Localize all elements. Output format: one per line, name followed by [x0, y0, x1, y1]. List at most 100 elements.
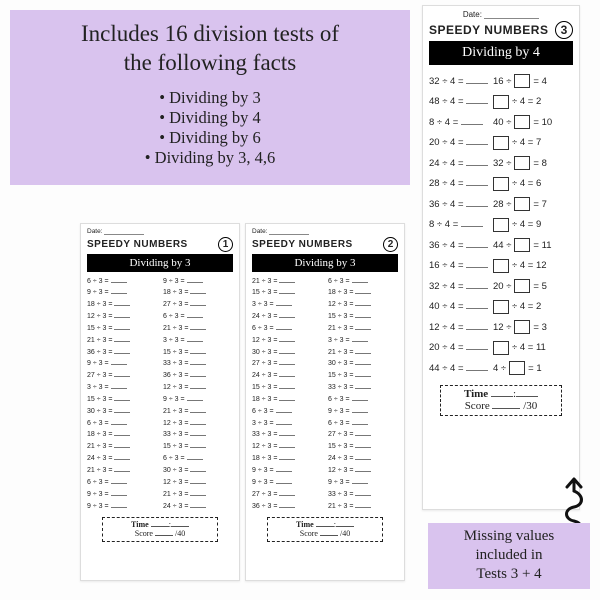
equation: 24 ÷ 3 =	[163, 501, 233, 513]
equation: 6 ÷ 3 =	[252, 323, 322, 335]
worksheet-1: Date: SPEEDY NUMBERS 1 Dividing by 3 6 ÷…	[80, 223, 240, 581]
equation: 18 ÷ 3 =	[328, 288, 398, 300]
equation: 24 ÷ 3 =	[328, 454, 398, 466]
equation: 9 ÷ 3 =	[87, 489, 157, 501]
ws3-title: SPEEDY NUMBERS	[429, 23, 548, 37]
equation: 27 ÷ 3 =	[252, 359, 322, 371]
equation: 21 ÷ 3 =	[87, 335, 157, 347]
equation: 6 ÷ 3 =	[328, 418, 398, 430]
equation: 6 ÷ 3 =	[87, 418, 157, 430]
equation: 36 ÷ 3 =	[252, 501, 322, 513]
equation: 9 ÷ 3 =	[252, 477, 322, 489]
equation: 27 ÷ 3 =	[163, 300, 233, 312]
equation: 21 ÷ 3 =	[328, 323, 398, 335]
equation: 21 ÷ 3 =	[87, 442, 157, 454]
ws3-row: 24 ÷ 4 = 32 ÷ = 8	[429, 153, 573, 174]
callout-box: Missing values included in Tests 3 + 4	[428, 523, 590, 589]
equation: 3 ÷ 3 =	[252, 300, 322, 312]
equation: 9 ÷ 3 =	[252, 466, 322, 478]
ws3-row: 44 ÷ 4 = 4 ÷ = 1	[429, 358, 573, 379]
ws2-date: Date:	[252, 228, 398, 235]
equation: 33 ÷ 3 =	[163, 359, 233, 371]
ws1-col-right: 9 ÷ 3 = 18 ÷ 3 = 27 ÷ 3 = 6 ÷ 3 = 21 ÷ 3…	[163, 276, 233, 513]
equation: 24 ÷ 3 =	[252, 312, 322, 324]
equation: 21 ÷ 3 =	[328, 347, 398, 359]
ws3-row: 48 ÷ 4 = ÷ 4 = 2	[429, 92, 573, 113]
equation: 15 ÷ 3 =	[252, 288, 322, 300]
equation: 9 ÷ 3 =	[163, 276, 233, 288]
ws3-number: 3	[555, 21, 573, 39]
equation: 3 ÷ 3 =	[163, 335, 233, 347]
intro-bullet: Dividing by 6	[26, 128, 394, 148]
equation: 12 ÷ 3 =	[328, 466, 398, 478]
ws2-title: SPEEDY NUMBERS	[252, 239, 353, 250]
equation: 12 ÷ 3 =	[252, 442, 322, 454]
callout-l2: included in	[434, 546, 584, 565]
equation: 30 ÷ 3 =	[252, 347, 322, 359]
equation: 18 ÷ 3 =	[87, 430, 157, 442]
intro-bullet: Dividing by 4	[26, 108, 394, 128]
equation: 27 ÷ 3 =	[87, 371, 157, 383]
intro-bullet: Dividing by 3, 4,6	[26, 148, 394, 168]
equation: 21 ÷ 3 =	[87, 466, 157, 478]
equation: 27 ÷ 3 =	[328, 430, 398, 442]
ws3-row: 36 ÷ 4 = 28 ÷ = 7	[429, 194, 573, 215]
equation: 12 ÷ 3 =	[163, 418, 233, 430]
ws3-row: 36 ÷ 4 = 44 ÷ = 11	[429, 235, 573, 256]
ws1-bar: Dividing by 3	[87, 254, 233, 272]
equation: 27 ÷ 3 =	[252, 489, 322, 501]
equation: 9 ÷ 3 =	[87, 501, 157, 513]
ws3-date: Date:	[429, 10, 573, 19]
ws2-col-left: 21 ÷ 3 = 15 ÷ 3 = 3 ÷ 3 = 24 ÷ 3 = 6 ÷ 3…	[252, 276, 322, 513]
equation: 21 ÷ 3 =	[163, 323, 233, 335]
equation: 15 ÷ 3 =	[328, 442, 398, 454]
equation: 36 ÷ 3 =	[87, 347, 157, 359]
equation: 12 ÷ 3 =	[252, 335, 322, 347]
equation: 15 ÷ 3 =	[328, 371, 398, 383]
ws3-score-box: Time : Score /30	[440, 385, 562, 416]
equation: 21 ÷ 3 =	[328, 501, 398, 513]
equation: 9 ÷ 3 =	[328, 477, 398, 489]
equation: 18 ÷ 3 =	[87, 300, 157, 312]
ws3-row: 28 ÷ 4 = ÷ 4 = 6	[429, 174, 573, 195]
equation: 30 ÷ 3 =	[87, 406, 157, 418]
worksheet-2: Date: SPEEDY NUMBERS 2 Dividing by 3 21 …	[245, 223, 405, 581]
equation: 9 ÷ 3 =	[87, 359, 157, 371]
equation: 30 ÷ 3 =	[328, 359, 398, 371]
ws2-col-right: 6 ÷ 3 = 18 ÷ 3 = 12 ÷ 3 = 15 ÷ 3 = 21 ÷ …	[328, 276, 398, 513]
intro-box: Includes 16 division tests of the follow…	[10, 10, 410, 185]
ws1-title: SPEEDY NUMBERS	[87, 239, 188, 250]
ws2-score-box: Time : Score /40	[267, 517, 384, 542]
equation: 18 ÷ 3 =	[252, 394, 322, 406]
equation: 12 ÷ 3 =	[328, 300, 398, 312]
equation: 18 ÷ 3 =	[163, 288, 233, 300]
equation: 33 ÷ 3 =	[163, 430, 233, 442]
callout-l1: Missing values	[434, 527, 584, 546]
ws3-row: 32 ÷ 4 = 20 ÷ = 5	[429, 276, 573, 297]
ws3-row: 20 ÷ 4 = ÷ 4 = 7	[429, 133, 573, 154]
ws3-row: 32 ÷ 4 = 16 ÷ = 4	[429, 71, 573, 92]
ws3-bar: Dividing by 4	[429, 41, 573, 65]
ws3-row: 40 ÷ 4 = ÷ 4 = 2	[429, 297, 573, 318]
worksheet-3: Date: SPEEDY NUMBERS 3 Dividing by 4 32 …	[422, 5, 580, 510]
ws3-row: 8 ÷ 4 = 40 ÷ = 10	[429, 112, 573, 133]
ws1-score-box: Time : Score /40	[102, 517, 219, 542]
callout-l3: Tests 3 + 4	[434, 565, 584, 584]
equation: 3 ÷ 3 =	[87, 383, 157, 395]
equation: 6 ÷ 3 =	[252, 406, 322, 418]
ws2-number: 2	[383, 237, 398, 252]
arrow-icon	[554, 475, 594, 530]
equation: 12 ÷ 3 =	[87, 312, 157, 324]
ws1-number: 1	[218, 237, 233, 252]
equation: 6 ÷ 3 =	[87, 276, 157, 288]
equation: 9 ÷ 3 =	[328, 406, 398, 418]
equation: 15 ÷ 3 =	[328, 312, 398, 324]
equation: 6 ÷ 3 =	[163, 312, 233, 324]
equation: 15 ÷ 3 =	[87, 394, 157, 406]
equation: 33 ÷ 3 =	[328, 489, 398, 501]
equation: 6 ÷ 3 =	[87, 477, 157, 489]
equation: 9 ÷ 3 =	[87, 288, 157, 300]
equation: 21 ÷ 3 =	[163, 406, 233, 418]
equation: 6 ÷ 3 =	[328, 394, 398, 406]
equation: 21 ÷ 3 =	[252, 276, 322, 288]
